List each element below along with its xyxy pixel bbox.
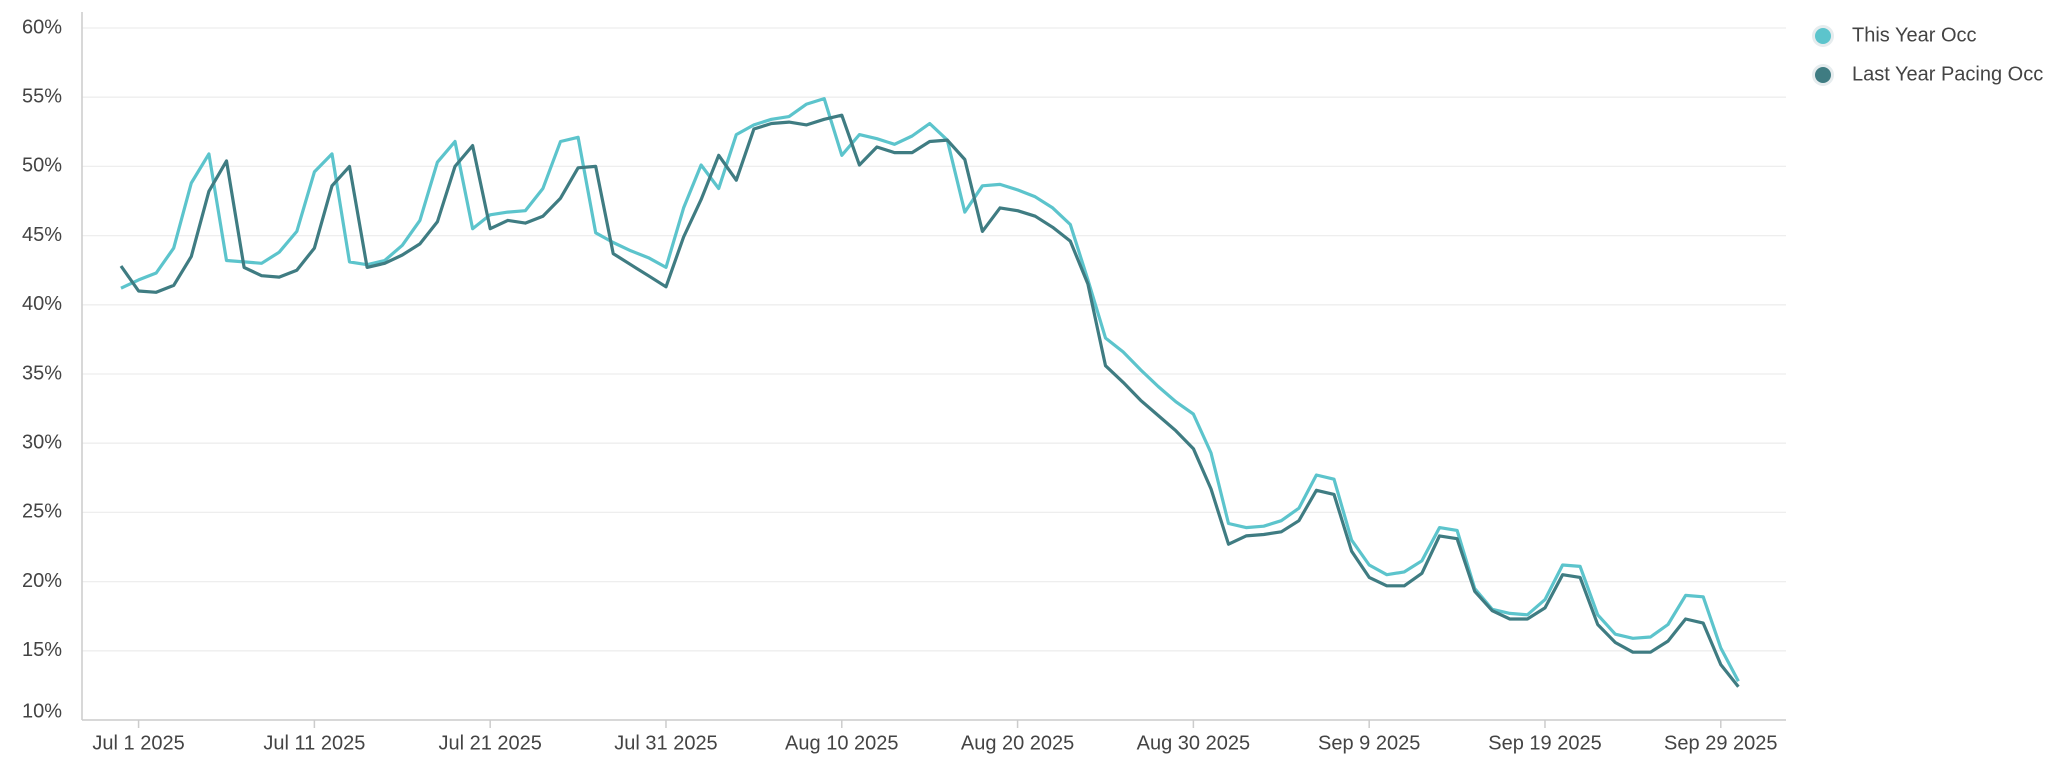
y-tick-label: 55% — [22, 85, 62, 107]
y-tick-label: 40% — [22, 293, 62, 315]
x-tick-label: Jul 21 2025 — [438, 732, 541, 754]
legend-label: Last Year Pacing Occ — [1852, 63, 2043, 85]
y-tick-label: 50% — [22, 155, 62, 177]
y-tick-label: 15% — [22, 639, 62, 661]
x-tick-label: Jul 11 2025 — [263, 732, 365, 754]
series-line — [120, 97, 1740, 682]
legend-marker — [1815, 28, 1831, 44]
legend-marker — [1815, 67, 1831, 83]
y-tick-label: 10% — [22, 700, 62, 722]
legend-label: This Year Occ — [1852, 24, 1977, 46]
x-tick-label: Aug 10 2025 — [785, 732, 898, 754]
x-tick-label: Sep 9 2025 — [1318, 732, 1420, 754]
x-tick-label: Jul 31 2025 — [614, 732, 717, 754]
x-tick-label: Aug 20 2025 — [961, 732, 1074, 754]
series-line — [119, 113, 1740, 688]
y-tick-label: 35% — [22, 362, 62, 384]
x-tick-label: Aug 30 2025 — [1137, 732, 1250, 754]
x-tick-label: Jul 1 2025 — [92, 732, 184, 754]
y-tick-label: 25% — [22, 501, 62, 523]
y-tick-label: 20% — [22, 570, 62, 592]
y-tick-label: 30% — [22, 431, 62, 453]
x-tick-label: Sep 19 2025 — [1488, 732, 1601, 754]
x-tick-label: Sep 29 2025 — [1664, 732, 1777, 754]
y-tick-label: 60% — [22, 16, 62, 38]
y-tick-label: 45% — [22, 224, 62, 246]
